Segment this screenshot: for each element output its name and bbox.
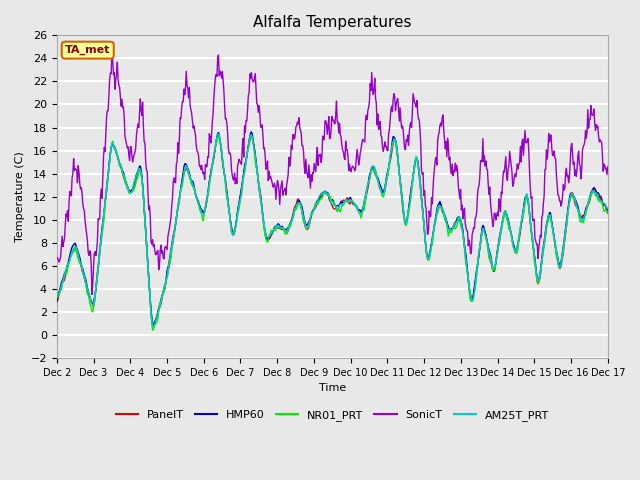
- SonicT: [121, 133, 129, 139]
- SonicT: [63, 214, 70, 220]
- PanelT: [417, 189, 424, 195]
- Line: HMP60: HMP60: [57, 132, 608, 324]
- SonicT: [401, 146, 408, 152]
- PanelT: [150, 324, 158, 329]
- SonicT: [206, 134, 214, 140]
- HMP60: [205, 179, 213, 185]
- HMP60: [401, 217, 408, 223]
- NR01_PRT: [148, 327, 156, 333]
- NR01_PRT: [53, 294, 61, 300]
- NR01_PRT: [205, 183, 213, 189]
- Legend: PanelT, HMP60, NR01_PRT, SonicT, AM25T_PRT: PanelT, HMP60, NR01_PRT, SonicT, AM25T_P…: [111, 406, 554, 425]
- PanelT: [176, 191, 184, 196]
- SonicT: [88, 291, 96, 297]
- HMP60: [150, 321, 157, 327]
- PanelT: [604, 210, 612, 216]
- NR01_PRT: [247, 133, 255, 139]
- PanelT: [401, 218, 408, 224]
- Line: NR01_PRT: NR01_PRT: [57, 136, 608, 330]
- NR01_PRT: [604, 209, 612, 215]
- SonicT: [604, 164, 612, 169]
- AM25T_PRT: [401, 217, 408, 223]
- HMP60: [53, 298, 61, 304]
- NR01_PRT: [176, 189, 184, 195]
- Text: TA_met: TA_met: [65, 45, 111, 55]
- SonicT: [53, 254, 61, 260]
- NR01_PRT: [63, 271, 70, 277]
- NR01_PRT: [417, 188, 424, 193]
- HMP60: [417, 185, 424, 191]
- HMP60: [63, 265, 70, 271]
- AM25T_PRT: [53, 291, 61, 297]
- SonicT: [417, 142, 424, 148]
- HMP60: [176, 190, 184, 195]
- HMP60: [120, 169, 127, 175]
- AM25T_PRT: [176, 191, 184, 197]
- Line: AM25T_PRT: AM25T_PRT: [57, 134, 608, 327]
- AM25T_PRT: [214, 131, 222, 137]
- HMP60: [604, 208, 612, 214]
- PanelT: [53, 299, 61, 305]
- AM25T_PRT: [417, 190, 424, 195]
- Line: PanelT: PanelT: [57, 135, 608, 326]
- X-axis label: Time: Time: [319, 383, 346, 393]
- AM25T_PRT: [604, 205, 612, 211]
- Y-axis label: Temperature (C): Temperature (C): [15, 151, 25, 242]
- PanelT: [63, 266, 70, 272]
- HMP60: [248, 129, 255, 135]
- SonicT: [177, 116, 185, 121]
- AM25T_PRT: [120, 172, 127, 178]
- PanelT: [214, 132, 222, 138]
- NR01_PRT: [401, 220, 408, 226]
- AM25T_PRT: [150, 324, 157, 330]
- SonicT: [108, 46, 116, 52]
- Line: SonicT: SonicT: [57, 49, 608, 294]
- NR01_PRT: [120, 173, 127, 179]
- Title: Alfalfa Temperatures: Alfalfa Temperatures: [253, 15, 412, 30]
- AM25T_PRT: [205, 181, 213, 187]
- PanelT: [205, 181, 213, 187]
- AM25T_PRT: [63, 264, 70, 270]
- PanelT: [120, 174, 127, 180]
